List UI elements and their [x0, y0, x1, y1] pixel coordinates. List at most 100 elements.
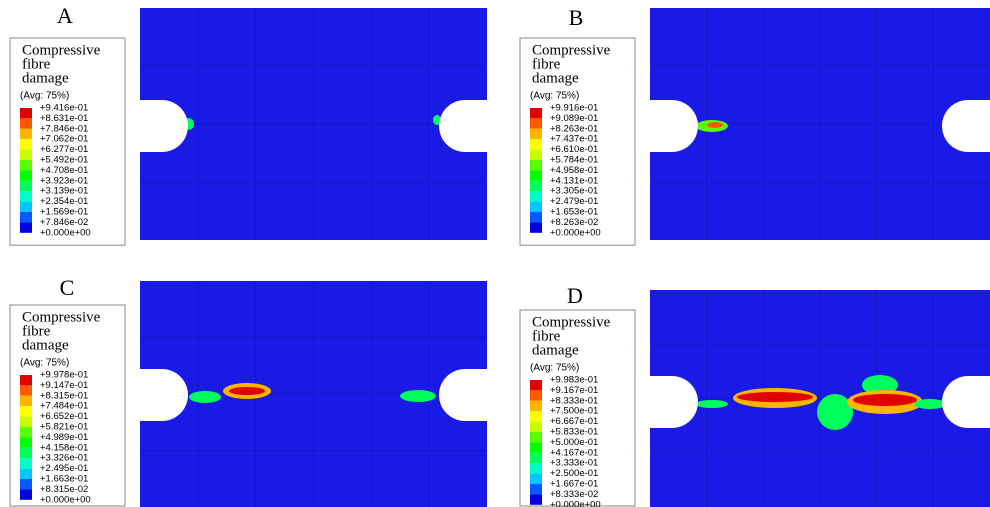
- legend-value: +8.263e-01: [550, 123, 598, 134]
- legend-value: +0.000e+00: [550, 227, 601, 238]
- legend-value: +8.631e-01: [40, 113, 88, 124]
- legend-value: +0.000e+00: [40, 227, 91, 238]
- legend-value: +2.495e-01: [40, 463, 88, 474]
- legend-value: +2.354e-01: [40, 196, 88, 207]
- panel-label: D: [567, 283, 583, 308]
- damage-zone: [737, 392, 813, 402]
- legend-subtitle: (Avg: 75%): [530, 363, 579, 374]
- color-band: [20, 479, 32, 489]
- legend-value: +3.305e-01: [550, 186, 598, 197]
- legend-value: +3.923e-01: [40, 175, 88, 186]
- color-band: [530, 160, 542, 170]
- legend-value: +7.437e-01: [550, 134, 598, 145]
- legend-value: +4.958e-01: [550, 165, 598, 176]
- legend-title: damage: [22, 70, 69, 86]
- color-band: [530, 494, 542, 504]
- legend-value: +8.333e-01: [550, 395, 598, 406]
- legend-value: +3.326e-01: [40, 453, 88, 464]
- color-band: [530, 401, 542, 411]
- legend-value: +6.610e-01: [550, 144, 598, 155]
- damage-zone: [229, 387, 265, 395]
- legend-value: +7.500e-01: [550, 406, 598, 417]
- color-band: [530, 108, 542, 118]
- color-band: [530, 139, 542, 149]
- color-band: [20, 385, 32, 395]
- damage-zone: [914, 399, 946, 409]
- page: {"panels":[ {"label":"A","legend":{"titl…: [0, 0, 990, 507]
- color-band: [20, 150, 32, 160]
- legend-value: +8.333e-02: [550, 489, 598, 500]
- panel-label: A: [57, 3, 73, 28]
- color-band: [20, 191, 32, 201]
- legend-value: +9.983e-01: [550, 375, 598, 386]
- legend-value: +1.667e-01: [550, 479, 598, 490]
- color-band: [20, 427, 32, 437]
- legend-value: +5.784e-01: [550, 155, 598, 166]
- legend-value: +5.000e-01: [550, 437, 598, 448]
- legend-value: +5.833e-01: [550, 427, 598, 438]
- panel: ACompressivefibredamage(Avg: 75%)+9.416e…: [10, 3, 488, 245]
- color-band: [20, 118, 32, 128]
- color-band: [20, 160, 32, 170]
- legend-value: +2.479e-01: [550, 196, 598, 207]
- color-band: [20, 108, 32, 118]
- legend-value: +6.667e-01: [550, 416, 598, 427]
- color-band: [530, 191, 542, 201]
- color-band: [20, 212, 32, 222]
- legend-subtitle: (Avg: 75%): [20, 91, 69, 102]
- legend-value: +8.315e-02: [40, 484, 88, 495]
- color-band: [20, 202, 32, 212]
- legend-subtitle: (Avg: 75%): [20, 358, 69, 369]
- color-band: [20, 489, 32, 499]
- legend-value: +9.978e-01: [40, 370, 88, 381]
- color-band: [530, 474, 542, 484]
- legend-value: +4.131e-01: [550, 175, 598, 186]
- legend-value: +1.653e-01: [550, 207, 598, 218]
- legend-value: +4.167e-01: [550, 447, 598, 458]
- color-band: [20, 469, 32, 479]
- color-band: [20, 375, 32, 385]
- color-band: [20, 129, 32, 139]
- color-band: [20, 417, 32, 427]
- legend-value: +1.569e-01: [40, 207, 88, 218]
- color-band: [530, 170, 542, 180]
- legend-value: +4.158e-01: [40, 442, 88, 453]
- color-band: [530, 442, 542, 452]
- color-band: [530, 380, 542, 390]
- figure: ACompressivefibredamage(Avg: 75%)+9.416e…: [0, 0, 990, 507]
- legend-value: +7.484e-01: [40, 401, 88, 412]
- legend-value: +6.652e-01: [40, 411, 88, 422]
- color-band: [530, 150, 542, 160]
- legend-value: +5.492e-01: [40, 155, 88, 166]
- legend-value: +7.846e-02: [40, 217, 88, 228]
- damage-zone: [707, 122, 723, 128]
- color-band: [20, 437, 32, 447]
- color-band: [530, 411, 542, 421]
- legend-value: +4.708e-01: [40, 165, 88, 176]
- legend-value: +1.663e-01: [40, 474, 88, 485]
- color-band: [530, 390, 542, 400]
- legend-subtitle: (Avg: 75%): [530, 91, 579, 102]
- legend-value: +6.277e-01: [40, 144, 88, 155]
- legend-value: +9.416e-01: [40, 103, 88, 114]
- color-band: [530, 453, 542, 463]
- legend-value: +0.000e+00: [40, 494, 91, 505]
- color-band: [20, 181, 32, 191]
- color-band: [530, 118, 542, 128]
- legend-value: +7.846e-01: [40, 123, 88, 134]
- color-band: [20, 222, 32, 232]
- color-band: [530, 422, 542, 432]
- legend-value: +2.500e-01: [550, 468, 598, 479]
- legend-title: damage: [532, 70, 579, 86]
- color-band: [20, 448, 32, 458]
- damage-zone: [696, 400, 728, 408]
- damage-zone: [400, 390, 436, 402]
- legend-value: +5.821e-01: [40, 422, 88, 433]
- damage-zone: [853, 394, 917, 406]
- damage-zone: [817, 394, 853, 430]
- damage-zone: [189, 391, 221, 403]
- legend-value: +3.139e-01: [40, 186, 88, 197]
